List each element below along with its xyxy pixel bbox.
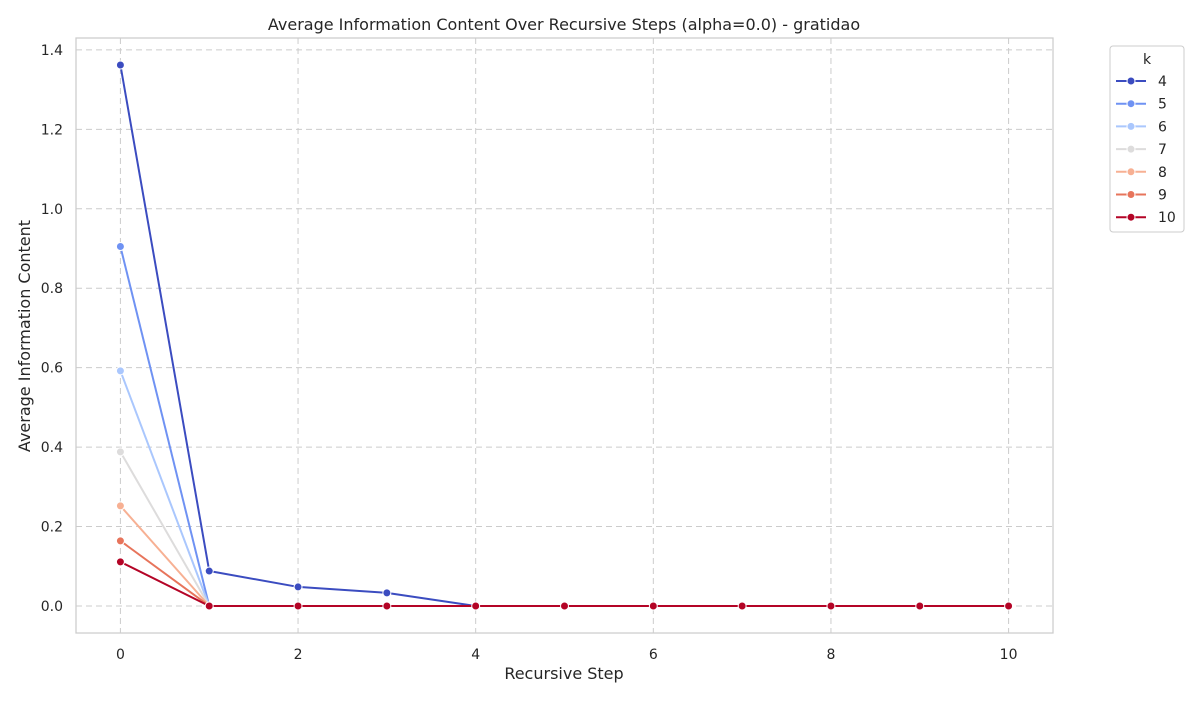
data-point — [1004, 601, 1014, 611]
legend-label: 4 — [1158, 74, 1167, 90]
data-point — [115, 242, 125, 252]
series-k-9 — [115, 536, 214, 611]
y-tick-label: 0.6 — [41, 361, 63, 377]
data-point — [204, 601, 214, 611]
y-tick-label: 1.4 — [41, 43, 63, 59]
data-point — [115, 447, 125, 457]
series-line — [119, 451, 211, 607]
y-tick-label: 0.0 — [41, 599, 63, 615]
legend-item-k-5: 5 — [1116, 97, 1167, 113]
data-point — [648, 601, 658, 611]
data-point — [471, 601, 481, 611]
series-k-8 — [115, 501, 214, 611]
y-axis-label: Average Information Content — [15, 220, 34, 452]
legend-item-k-8: 8 — [1116, 165, 1167, 181]
legend-label: 5 — [1158, 97, 1167, 113]
series-k-7 — [115, 447, 214, 611]
legend-frame — [1109, 45, 1185, 233]
series-layer — [115, 60, 1014, 611]
legend-label: 9 — [1158, 188, 1167, 204]
legend-item-k-10: 10 — [1116, 210, 1176, 226]
legend-label: 8 — [1158, 165, 1167, 181]
data-point — [115, 366, 125, 376]
y-tick-label: 0.8 — [41, 281, 63, 297]
legend-item-k-9: 9 — [1116, 188, 1167, 204]
legend-marker — [1126, 144, 1136, 154]
data-point — [915, 601, 925, 611]
series-line — [119, 246, 211, 607]
series-k-10 — [115, 557, 1014, 611]
legend-marker — [1126, 76, 1136, 86]
y-tick-label: 0.2 — [41, 520, 63, 536]
series-line — [119, 370, 211, 607]
data-point — [115, 501, 125, 511]
legend-marker — [1126, 212, 1136, 222]
legend-item-k-4: 4 — [1116, 74, 1167, 90]
x-tick-label: 6 — [649, 647, 658, 663]
legend-title: k — [1143, 52, 1152, 68]
legend-marker — [1126, 121, 1136, 131]
series-line — [119, 540, 210, 607]
x-tick-label: 2 — [294, 647, 303, 663]
data-point — [115, 536, 125, 546]
grid-lines — [76, 38, 1053, 633]
series-line — [119, 64, 1009, 607]
x-axis-ticks: 0 2 4 6 8 10 — [116, 647, 1018, 663]
data-point — [115, 557, 125, 567]
legend-item-k-6: 6 — [1116, 119, 1167, 135]
x-tick-label: 10 — [1000, 647, 1018, 663]
data-point — [204, 566, 214, 576]
data-point — [737, 601, 747, 611]
data-point — [293, 601, 303, 611]
data-point — [382, 601, 392, 611]
legend-items: 4 5 6 7 8 9 10 — [1116, 74, 1176, 226]
x-tick-label: 8 — [826, 647, 835, 663]
y-tick-label: 1.0 — [41, 202, 63, 218]
data-point — [115, 60, 125, 70]
series-line — [119, 561, 1009, 607]
data-point — [560, 601, 569, 611]
y-axis-ticks: 0.0 0.2 0.4 0.6 0.8 1.0 1.2 1.4 — [41, 43, 63, 615]
legend-label: 10 — [1158, 210, 1176, 226]
legend-label: 7 — [1158, 142, 1167, 158]
y-tick-label: 0.4 — [41, 440, 63, 456]
series-k-4 — [115, 60, 1014, 611]
chart-title: Average Information Content Over Recursi… — [268, 15, 860, 34]
data-point — [293, 582, 303, 592]
x-tick-label: 0 — [116, 647, 125, 663]
legend-marker — [1126, 167, 1136, 177]
x-tick-label: 4 — [471, 647, 480, 663]
legend: k 4 5 6 7 8 9 10 — [1109, 45, 1185, 233]
plot-area-frame — [75, 37, 1054, 634]
data-point — [382, 588, 392, 598]
legend-label: 6 — [1158, 119, 1167, 135]
legend-marker — [1126, 99, 1136, 109]
x-axis-label: Recursive Step — [504, 664, 623, 683]
y-tick-label: 1.2 — [41, 122, 63, 138]
data-point — [826, 601, 836, 611]
legend-marker — [1126, 190, 1136, 199]
series-line — [119, 505, 210, 607]
legend-item-k-7: 7 — [1116, 142, 1167, 158]
